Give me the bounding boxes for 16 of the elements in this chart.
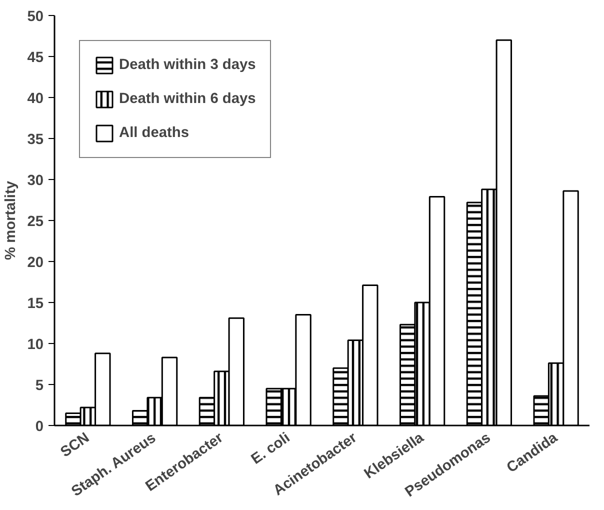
y-tick-label: 40 xyxy=(27,91,44,107)
legend-label: All deaths xyxy=(119,125,190,141)
y-axis-title: % mortality xyxy=(3,180,20,260)
legend-label: Death within 3 days xyxy=(119,57,256,73)
y-tick-label: 35 xyxy=(27,132,44,148)
y-tick-label: 20 xyxy=(27,255,44,271)
y-tick-label: 5 xyxy=(35,378,44,394)
y-tick-label: 30 xyxy=(27,173,44,189)
y-tick-label: 45 xyxy=(27,50,44,66)
y-tick-label: 15 xyxy=(27,296,44,312)
y-tick-label: 10 xyxy=(27,337,44,353)
y-tick-label: 50 xyxy=(27,9,44,25)
y-tick-label: 25 xyxy=(27,214,44,230)
legend-label: Death within 6 days xyxy=(119,91,256,107)
x-tick-label: SCN xyxy=(58,430,93,461)
y-tick-label: 0 xyxy=(35,419,44,435)
